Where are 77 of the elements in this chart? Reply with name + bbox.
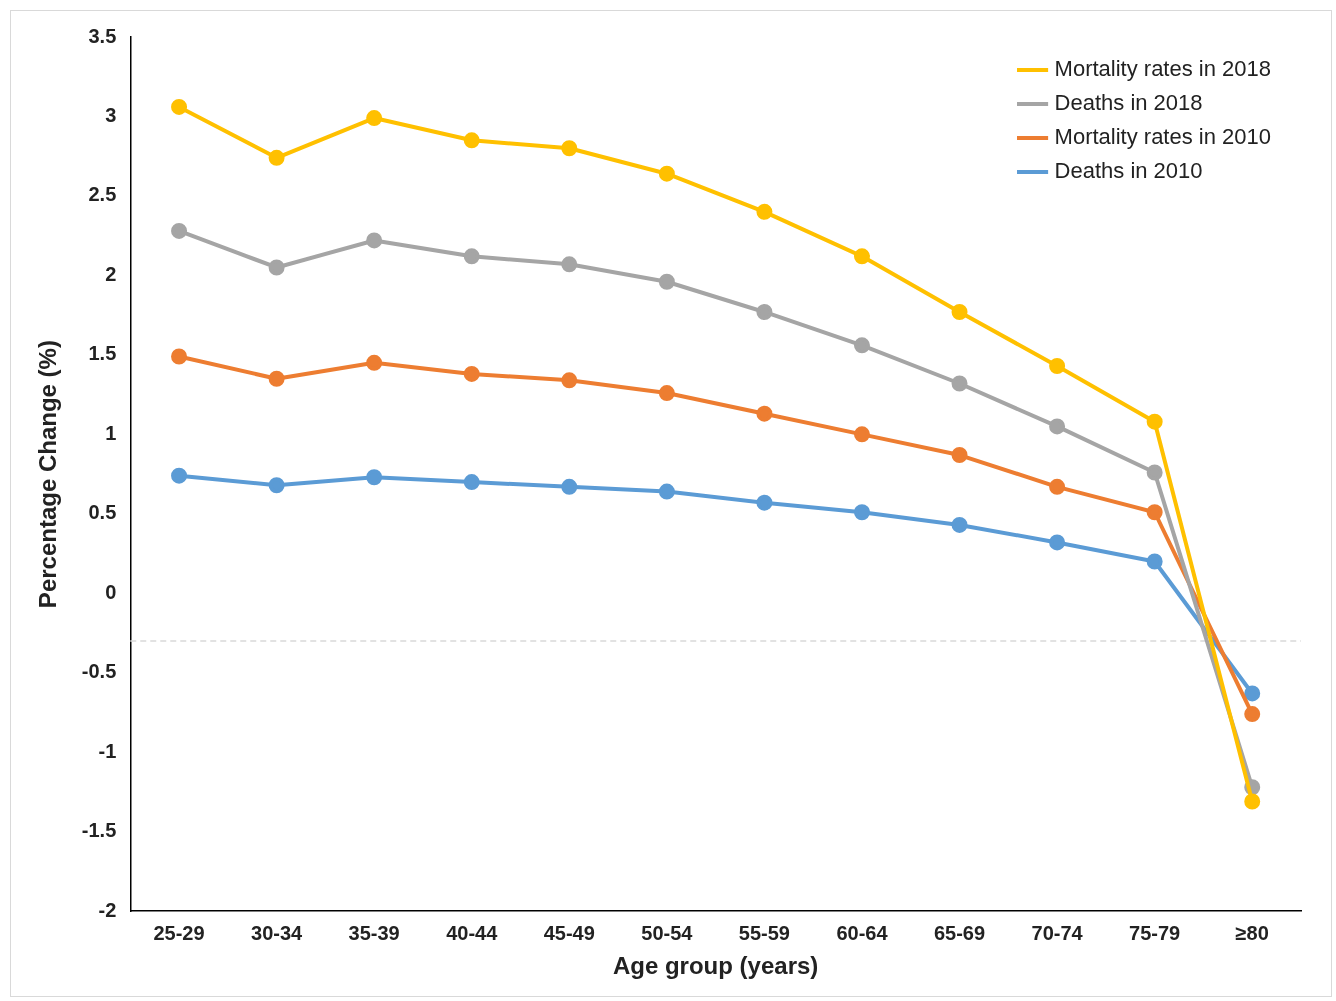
point — [853, 248, 870, 265]
y-tick-label: 3 — [105, 103, 117, 126]
point — [756, 405, 773, 422]
point — [366, 469, 383, 486]
point — [171, 222, 188, 239]
y-tick-label: 0 — [105, 580, 117, 603]
point — [268, 477, 285, 494]
point — [463, 474, 480, 491]
point — [561, 478, 578, 495]
point — [951, 516, 968, 533]
point — [366, 110, 383, 127]
x-tick-label: 25-29 — [153, 921, 205, 944]
point — [1244, 706, 1261, 723]
point — [171, 348, 188, 365]
point — [1049, 478, 1066, 495]
y-tick-label: 1.5 — [88, 342, 117, 365]
x-tick-label: ≥80 — [1235, 921, 1269, 944]
point — [951, 447, 968, 464]
point — [1146, 553, 1163, 570]
y-tick-label: -1 — [98, 739, 117, 762]
legend-label: Mortality rates in 2010 — [1054, 124, 1271, 150]
x-tick-label: 30-34 — [251, 921, 304, 944]
point — [171, 467, 188, 484]
point — [463, 132, 480, 149]
point — [561, 140, 578, 157]
point — [268, 149, 285, 166]
point — [1244, 793, 1261, 810]
point — [1146, 504, 1163, 521]
y-tick-label: -0.5 — [81, 660, 117, 683]
x-axis-title: Age group (years) — [612, 952, 819, 980]
legend-label: Deaths in 2018 — [1054, 90, 1203, 116]
y-axis-title: Percentage Change (%) — [34, 340, 62, 609]
y-tick-label: 2.5 — [88, 183, 117, 206]
legend-label: Mortality rates in 2018 — [1054, 56, 1271, 82]
legend-label: Deaths in 2010 — [1054, 158, 1203, 184]
point — [853, 504, 870, 521]
x-tick-label: 40-44 — [446, 921, 499, 944]
x-tick-label: 60-64 — [836, 921, 889, 944]
point — [366, 354, 383, 371]
y-tick-label: 1 — [105, 421, 117, 444]
point — [756, 203, 773, 220]
y-tick-label: 0.5 — [88, 501, 117, 524]
point — [1049, 358, 1066, 375]
x-tick-label: 75-79 — [1129, 921, 1181, 944]
point — [658, 165, 675, 182]
point — [268, 370, 285, 387]
point — [366, 232, 383, 249]
point — [951, 303, 968, 320]
x-tick-label: 55-59 — [738, 921, 790, 944]
point — [1049, 534, 1066, 551]
point — [756, 494, 773, 511]
point — [463, 365, 480, 382]
x-tick-label: 35-39 — [348, 921, 400, 944]
y-tick-label: 3.5 — [88, 24, 117, 47]
y-tick-label: -2 — [98, 898, 117, 921]
point — [171, 98, 188, 115]
point — [1146, 464, 1163, 481]
point — [756, 303, 773, 320]
point — [658, 385, 675, 402]
point — [853, 337, 870, 354]
x-tick-label: 70-74 — [1031, 921, 1084, 944]
y-tick-label: 2 — [105, 262, 117, 285]
point — [1049, 418, 1066, 435]
x-tick-label: 65-69 — [933, 921, 986, 944]
point — [268, 259, 285, 276]
point — [561, 256, 578, 273]
y-tick-label: -1.5 — [81, 819, 117, 842]
x-tick-label: 45-49 — [543, 921, 595, 944]
point — [853, 426, 870, 443]
point — [658, 273, 675, 290]
point — [463, 248, 480, 265]
point — [1146, 413, 1163, 430]
x-tick-label: 50-54 — [641, 921, 694, 944]
point — [561, 372, 578, 389]
point — [1244, 685, 1261, 702]
point — [951, 375, 968, 392]
point — [658, 483, 675, 500]
